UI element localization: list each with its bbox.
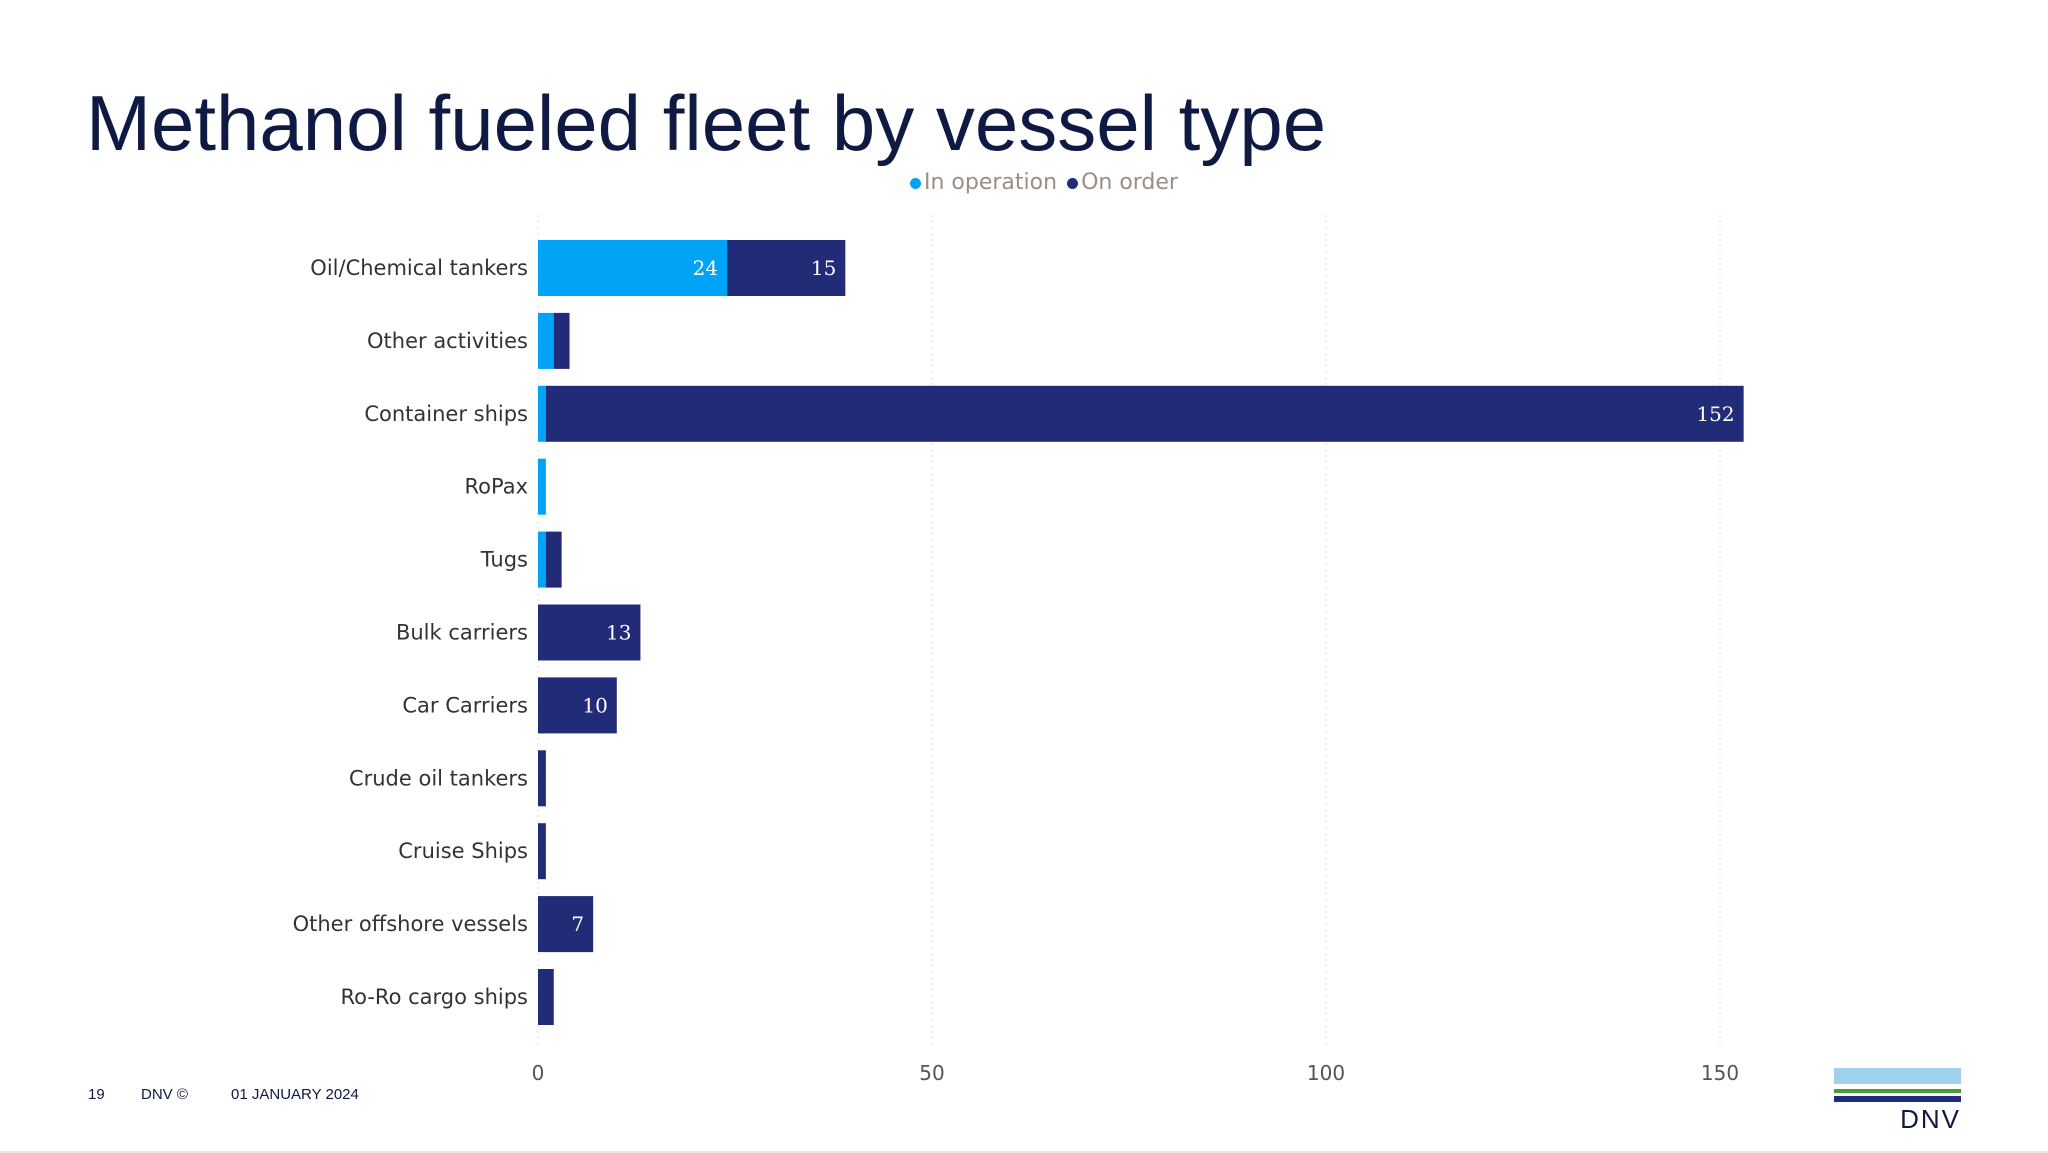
bar-on-order [553, 312, 570, 369]
legend: In operation On order [910, 170, 1178, 195]
bar-in-operation [538, 312, 554, 369]
category-label: Cruise Ships [398, 839, 528, 863]
page-number: 19 [88, 1086, 105, 1103]
x-tick-label: 0 [532, 1061, 545, 1085]
data-label: 152 [1696, 402, 1734, 426]
data-label: 7 [571, 912, 584, 936]
x-tick-label: 150 [1701, 1061, 1739, 1085]
bar-in-operation [538, 385, 546, 442]
x-tick-label: 50 [919, 1061, 944, 1085]
bar-on-order [545, 531, 562, 588]
bar-on-order [538, 969, 554, 1025]
legend-dot-icon [910, 177, 921, 189]
data-label: 15 [811, 256, 836, 280]
data-label: 13 [606, 621, 631, 645]
category-label: Other activities [367, 329, 528, 353]
bar-on-order [538, 896, 594, 953]
data-label: 10 [582, 693, 607, 717]
category-label: RoPax [464, 475, 528, 499]
bar-on-order [545, 385, 1744, 442]
category-label: Car Carriers [402, 693, 528, 717]
legend-on-order[interactable]: On order [1067, 170, 1178, 195]
copyright: DNV © [141, 1086, 188, 1103]
bar-on-order [538, 604, 641, 661]
divider [0, 1151, 2048, 1153]
category-label: Ro-Ro cargo ships [340, 985, 528, 1009]
x-tick-label: 100 [1307, 1061, 1345, 1085]
legend-in-operation[interactable]: In operation [910, 170, 1057, 195]
category-label: Other offshore vessels [293, 912, 528, 936]
bar-in-operation [538, 240, 728, 296]
category-label: Oil/Chemical tankers [310, 256, 528, 280]
dnv-logo: DNV [1834, 1068, 1961, 1135]
data-label: 24 [693, 256, 718, 280]
bar-on-order [538, 750, 546, 807]
page-title: Methanol fueled fleet by vessel type [86, 79, 1327, 167]
category-label: Container ships [364, 402, 528, 426]
date: 01 JANUARY 2024 [231, 1086, 359, 1103]
bar-on-order [538, 823, 546, 880]
category-label: Tugs [480, 548, 528, 572]
category-label: Bulk carriers [396, 621, 528, 645]
bar-in-operation [538, 458, 546, 515]
legend-dot-icon [1067, 177, 1079, 189]
bar-on-order [538, 677, 617, 734]
bar-in-operation [538, 531, 546, 588]
category-label: Crude oil tankers [349, 766, 528, 790]
bar-on-order [727, 240, 846, 296]
